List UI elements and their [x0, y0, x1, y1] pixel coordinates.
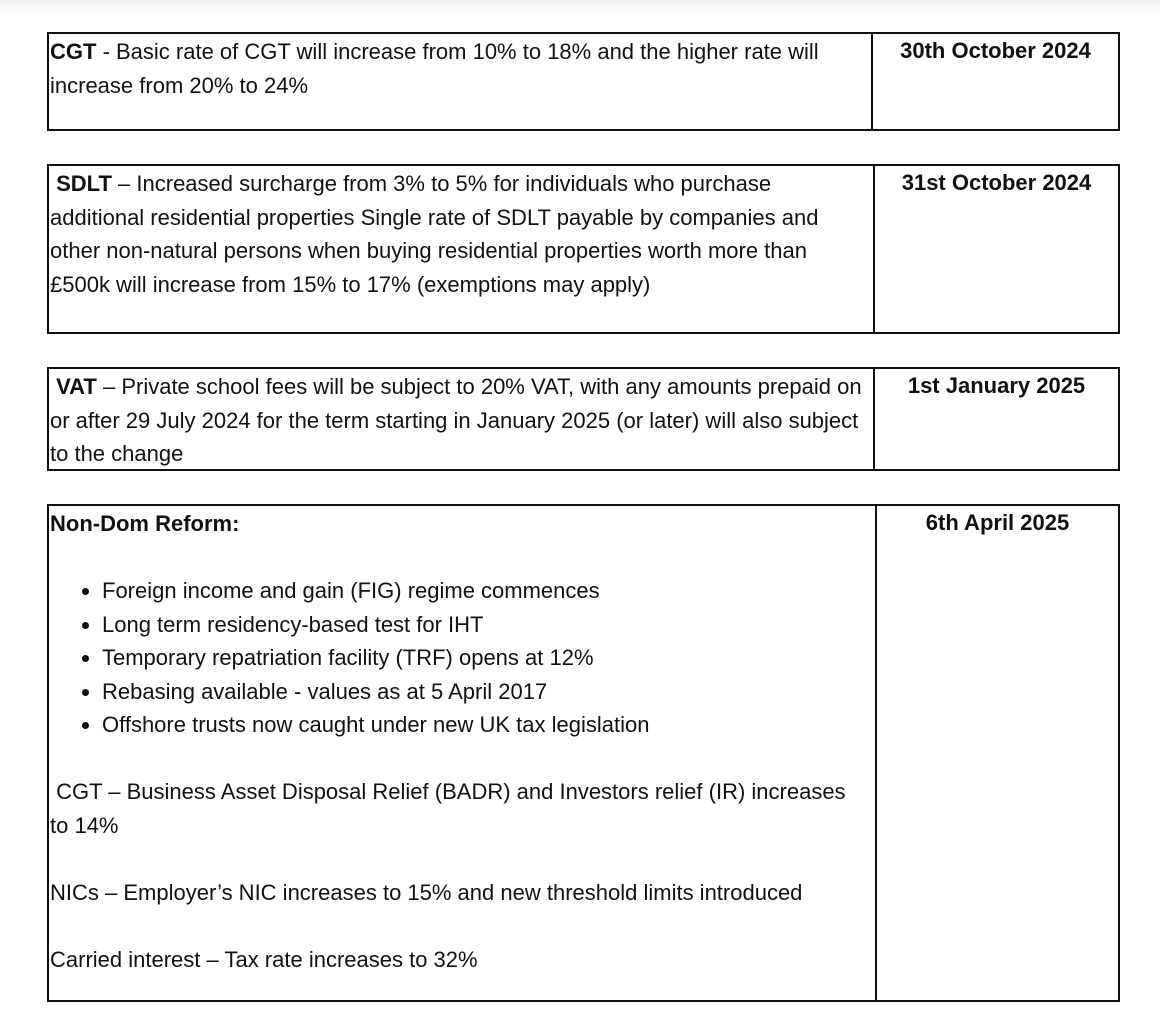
cgt-table: CGT - Basic rate of CGT will increase fr… [47, 32, 1120, 131]
vat-date: 1st January 2025 [907, 373, 1086, 398]
nondom-table: Non-Dom Reform: Foreign income and gain … [47, 504, 1120, 1002]
nondom-description: Non-Dom Reform: Foreign income and gain … [49, 506, 877, 1000]
carried-interest-paragraph: Carried interest – Tax rate increases to… [50, 946, 478, 972]
sdlt-text: – Increased surcharge from 3% to 5% for … [50, 171, 819, 297]
cgt-text: - Basic rate of CGT will increase from 1… [50, 39, 819, 98]
sdlt-date: 31st October 2024 [901, 170, 1092, 195]
sdlt-description: SDLT – Increased surcharge from 3% to 5%… [49, 166, 875, 332]
nondom-heading: Non-Dom Reform: [50, 511, 240, 536]
cgt-badr-paragraph: CGT – Business Asset Disposal Relief (BA… [50, 779, 852, 838]
bullet-item: Rebasing available - values as at 5 Apri… [102, 675, 867, 709]
cgt-date: 30th October 2024 [900, 38, 1091, 63]
nondom-bullet-list: Foreign income and gain (FIG) regime com… [50, 574, 867, 742]
sdlt-label: SDLT [56, 171, 112, 196]
bullet-item: Temporary repatriation facility (TRF) op… [102, 641, 867, 675]
vat-description: VAT – Private school fees will be subjec… [49, 369, 875, 469]
vat-table: VAT – Private school fees will be subjec… [47, 367, 1120, 471]
vat-label: VAT [56, 374, 97, 399]
cgt-description: CGT - Basic rate of CGT will increase fr… [49, 34, 873, 129]
bullet-item: Foreign income and gain (FIG) regime com… [102, 574, 867, 608]
top-shadow [0, 0, 1160, 14]
sdlt-table: SDLT – Increased surcharge from 3% to 5%… [47, 164, 1120, 334]
nics-paragraph: NICs – Employer’s NIC increases to 15% a… [50, 879, 803, 905]
vat-text: – Private school fees will be subject to… [50, 374, 862, 466]
nondom-date: 6th April 2025 [925, 510, 1070, 535]
bullet-item: Offshore trusts now caught under new UK … [102, 708, 867, 742]
cgt-label: CGT [50, 39, 97, 64]
bullet-item: Long term residency-based test for IHT [102, 608, 867, 642]
